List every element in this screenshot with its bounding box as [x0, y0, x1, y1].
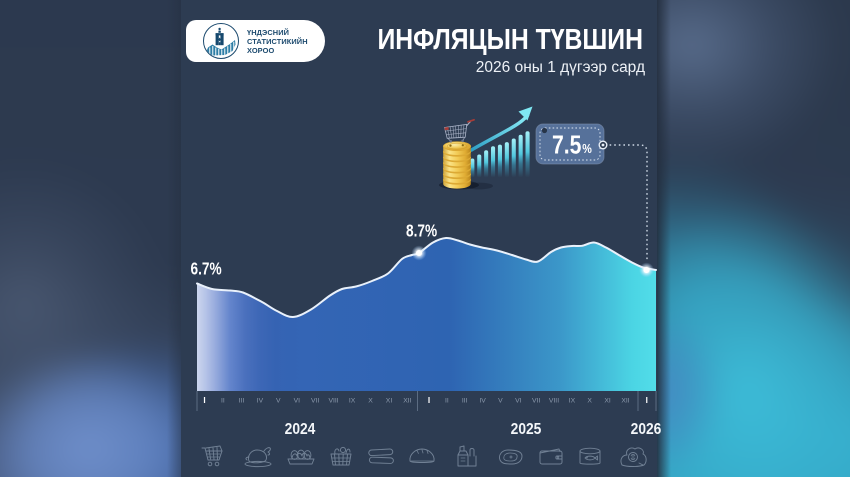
svg-text:V: V — [498, 398, 503, 405]
svg-text:VIII: VIII — [549, 398, 559, 405]
svg-text:IV: IV — [479, 398, 486, 405]
svg-text:IX: IX — [349, 398, 356, 405]
svg-text:IV: IV — [257, 398, 264, 405]
svg-text:X: X — [368, 398, 373, 405]
svg-text:6.7%: 6.7% — [191, 260, 222, 279]
svg-text:VII: VII — [532, 398, 540, 405]
svg-text:VI: VI — [515, 398, 522, 405]
svg-text:IX: IX — [569, 398, 576, 405]
svg-text:X: X — [587, 398, 592, 405]
svg-text:III: III — [239, 398, 245, 405]
svg-text:XII: XII — [621, 398, 629, 405]
svg-text:VI: VI — [294, 398, 301, 405]
svg-text:XII: XII — [403, 398, 411, 405]
svg-text:V: V — [276, 398, 281, 405]
svg-text:XI: XI — [604, 398, 611, 405]
svg-text:VIII: VIII — [328, 398, 338, 405]
svg-text:III: III — [462, 398, 468, 405]
svg-text:VII: VII — [311, 398, 319, 405]
svg-text:II: II — [221, 398, 225, 405]
svg-text:XI: XI — [386, 398, 393, 405]
svg-text:8.7%: 8.7% — [406, 222, 437, 241]
svg-text:I: I — [646, 396, 648, 405]
svg-text:II: II — [445, 398, 449, 405]
svg-text:2026: 2026 — [631, 421, 662, 438]
svg-text:2025: 2025 — [511, 421, 542, 438]
svg-text:2024: 2024 — [285, 421, 316, 438]
svg-text:I: I — [428, 396, 430, 405]
svg-text:I: I — [203, 396, 205, 405]
